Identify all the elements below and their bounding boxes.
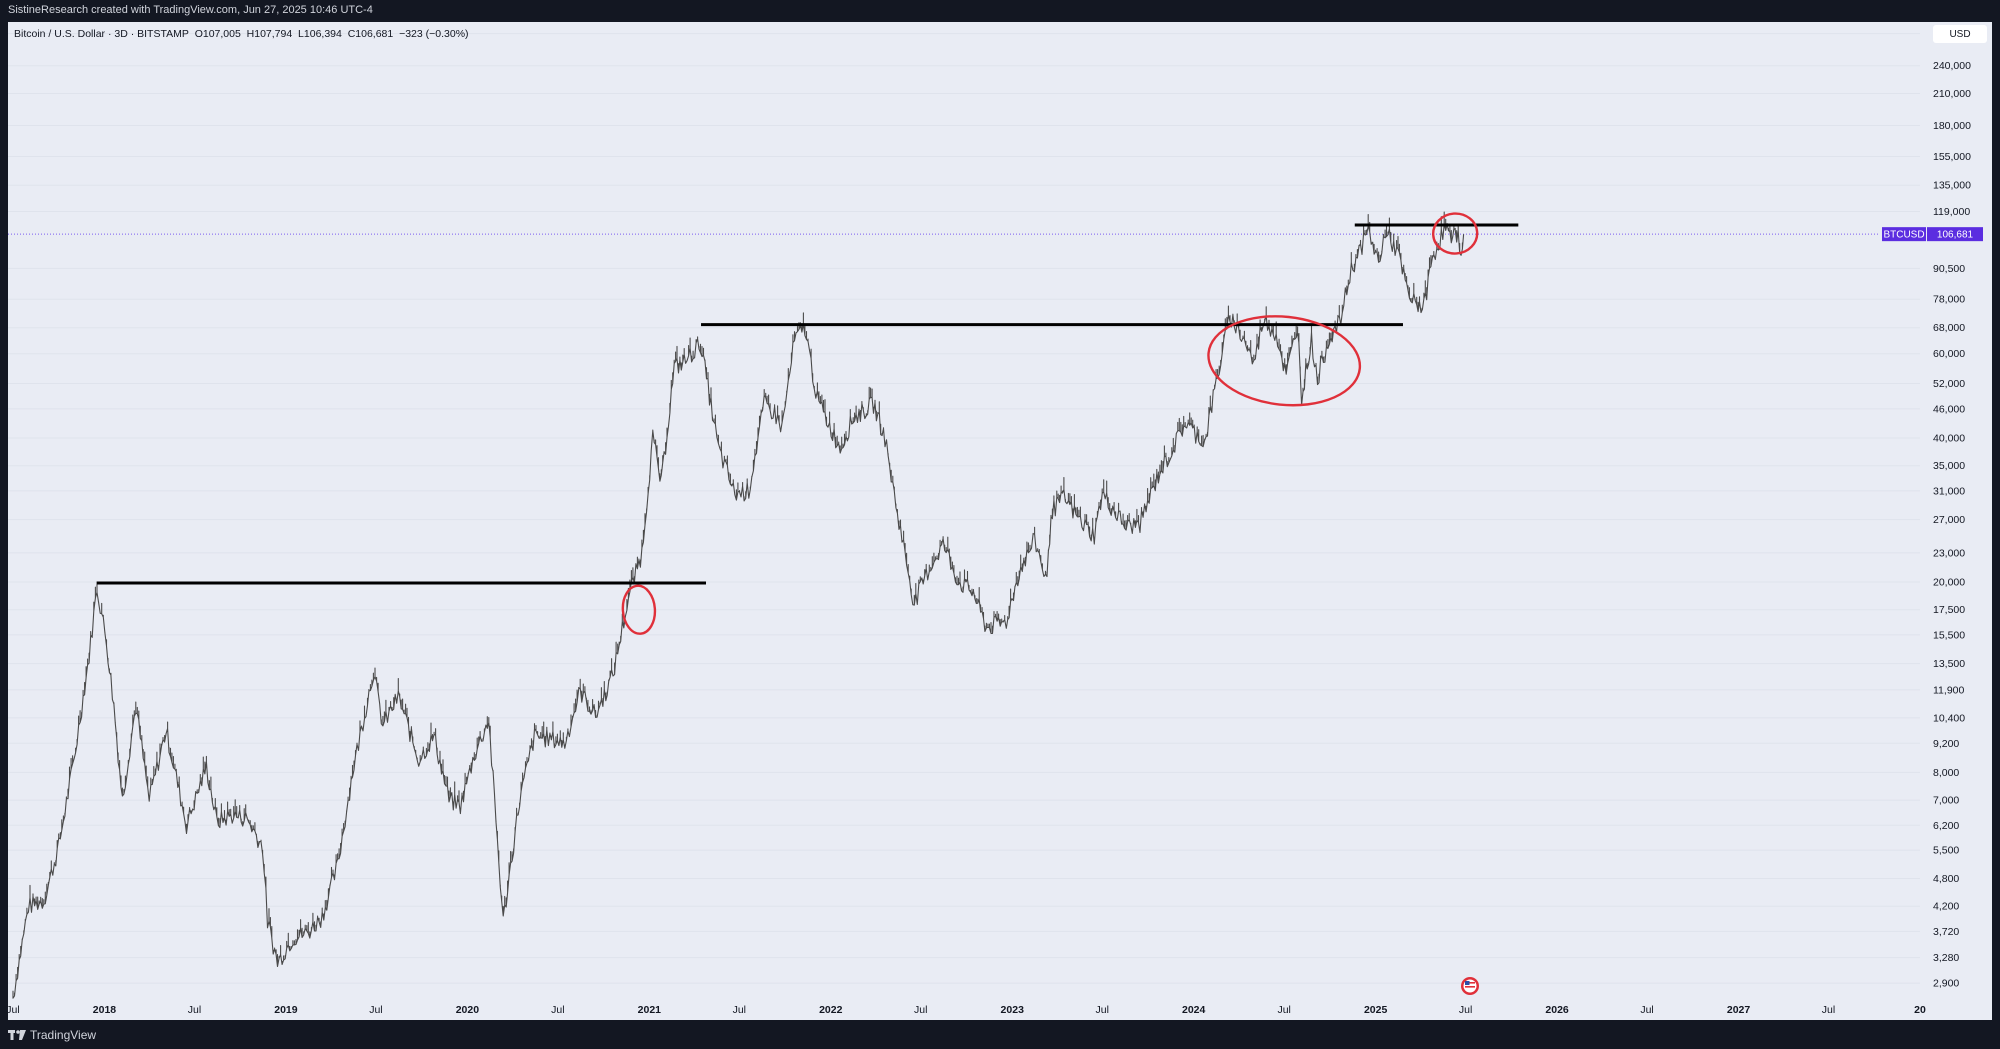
- time-tick-label: 2022: [819, 1004, 843, 1016]
- price-tick-label: 4,800: [1933, 873, 1959, 885]
- price-tick-label: 180,000: [1933, 120, 1971, 132]
- price-tick-label: 90,500: [1933, 263, 1965, 275]
- price-tick-label: 5,500: [1933, 845, 1959, 857]
- highlight-circle: [1431, 212, 1479, 255]
- open-value: O107,005: [194, 28, 241, 40]
- price-series: [12, 211, 1465, 999]
- symbol-tag-bg: [1882, 227, 1926, 242]
- price-tick-label: 155,000: [1933, 151, 1971, 163]
- time-tick-label: Jul: [1822, 1004, 1835, 1016]
- price-tag-bg: [1927, 227, 1983, 242]
- bottom-bar: [0, 1020, 2000, 1049]
- highlight-circle: [1207, 315, 1362, 407]
- tradingview-logo[interactable]: TradingView: [8, 1028, 96, 1042]
- high-value: H107,794: [246, 28, 293, 40]
- price-tick-label: 17,500: [1933, 604, 1965, 616]
- time-tick-label: 2020: [456, 1004, 480, 1016]
- price-tick-label: 135,000: [1933, 180, 1971, 192]
- time-tick-label: Jul: [914, 1004, 927, 1016]
- price-tick-label: 11,900: [1933, 684, 1964, 696]
- price-tick-label: 31,000: [1933, 485, 1965, 497]
- chart-credit: SistineResearch created with TradingView…: [8, 4, 373, 16]
- price-tick-label: 6,200: [1933, 820, 1959, 832]
- currency-button[interactable]: USD: [1933, 25, 1987, 43]
- change-value: −323 (−0.30%): [399, 28, 469, 40]
- time-tick-label: 2025: [1364, 1004, 1388, 1016]
- tradingview-logo-icon: [8, 1029, 26, 1040]
- time-tick-label: Jul: [1640, 1004, 1653, 1016]
- time-tick-label: Jul: [551, 1004, 564, 1016]
- price-tick-label: 23,000: [1933, 547, 1965, 559]
- tradingview-brand: TradingView: [30, 1028, 97, 1042]
- time-tick-label: Jul: [369, 1004, 382, 1016]
- price-tick-label: 13,500: [1933, 658, 1965, 670]
- price-tick-label: 15,500: [1933, 629, 1965, 641]
- price-line: [12, 211, 1465, 999]
- top-bar: SistineResearch created with TradingView…: [0, 0, 2000, 22]
- price-tick-label: 4,200: [1933, 901, 1959, 913]
- symbol-tag-text: BTCUSD: [1883, 230, 1924, 241]
- grid: [8, 33, 1920, 984]
- price-axis: 2,900 3,280 3,720 4,200 4,800 5,500 6,200 7,000…: [1933, 28, 1971, 989]
- time-tick-label: Jul: [1459, 1004, 1472, 1016]
- time-tick-label: 2026: [1545, 1004, 1569, 1016]
- price-tag-text: 106,681: [1937, 230, 1974, 241]
- time-tick-label: 2019: [274, 1004, 298, 1016]
- time-tick-label: 2027: [1727, 1004, 1751, 1016]
- time-tick-label: Jul: [6, 1004, 19, 1016]
- symbol-name: Bitcoin / U.S. Dollar · 3D · BITSTAMP: [14, 28, 189, 40]
- symbol-legend: Bitcoin / U.S. Dollar · 3D · BITSTAMP O1…: [14, 28, 469, 40]
- price-tick-label: 2,900: [1933, 978, 1959, 990]
- time-tick-label: 2023: [1001, 1004, 1025, 1016]
- price-tick-label: 9,200: [1933, 738, 1959, 750]
- time-tick-label: Jul: [733, 1004, 746, 1016]
- price-tick-label: 3,280: [1933, 952, 1959, 964]
- us-flag-event-icon: [1461, 977, 1479, 995]
- time-tick-label: Jul: [1277, 1004, 1290, 1016]
- time-tick-label: 2021: [638, 1004, 662, 1016]
- time-tick-label: 2018: [93, 1004, 117, 1016]
- time-tick-label: 2024: [1182, 1004, 1206, 1016]
- time-tick-label: Jul: [1095, 1004, 1108, 1016]
- price-tick-label: 46,000: [1933, 403, 1965, 415]
- price-tick-label: 52,000: [1933, 378, 1965, 390]
- highlight-circle: [621, 584, 657, 635]
- low-value: L106,394: [298, 28, 342, 40]
- price-tick-label: 68,000: [1933, 322, 1965, 334]
- time-tick-label: Jul: [188, 1004, 201, 1016]
- price-tick-label: 35,000: [1933, 460, 1965, 472]
- highlight-annotations: [621, 212, 1479, 635]
- price-tick-label: 60,000: [1933, 348, 1965, 360]
- price-tick-label: 3,720: [1933, 926, 1959, 938]
- price-tick-label: 20,000: [1933, 576, 1965, 588]
- time-axis: Jul 2018 Jul 2019 Jul 2020 Jul 2021 Jul 2022 Jul 20…: [6, 1004, 1926, 1016]
- price-tick-label: 240,000: [1933, 60, 1971, 72]
- price-tick-label: 27,000: [1933, 514, 1965, 526]
- price-tick-label: 119,000: [1933, 206, 1970, 218]
- price-tick-label: 78,000: [1933, 294, 1965, 306]
- price-tick-label: 40,000: [1933, 432, 1965, 444]
- last-price-tag: BTCUSD 106,681: [1882, 227, 1983, 242]
- price-tick-label: 210,000: [1933, 88, 1971, 100]
- time-tick-label: 20: [1914, 1004, 1926, 1016]
- price-tick-label: 10,400: [1933, 712, 1965, 724]
- price-tick-label: 7,000: [1933, 795, 1959, 807]
- price-tick-label: 8,000: [1933, 767, 1959, 779]
- close-value: C106,681: [347, 28, 394, 40]
